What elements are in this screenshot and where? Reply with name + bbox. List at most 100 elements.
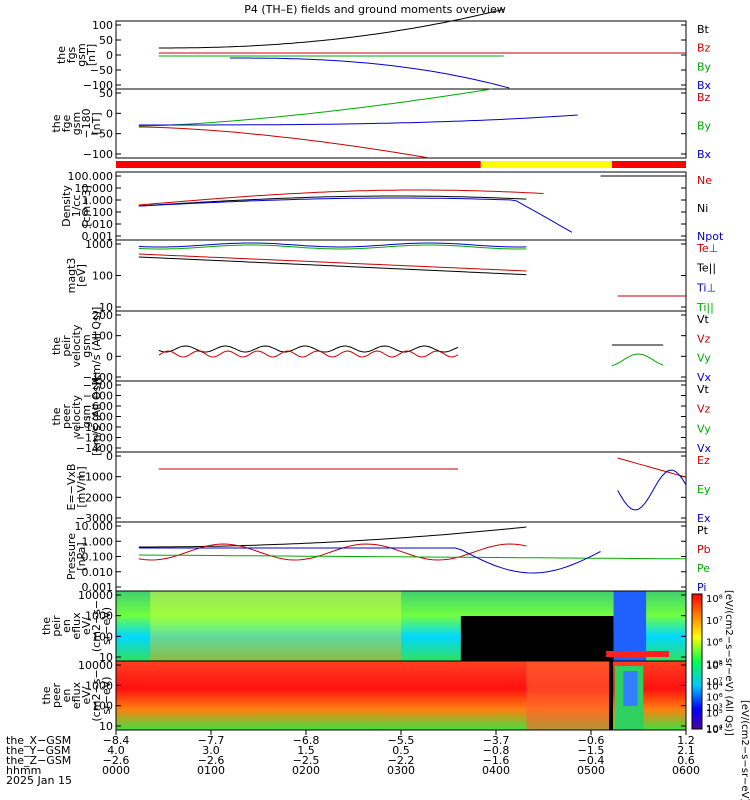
- trace-pi: [138, 547, 601, 574]
- x-tick-label: −3.7: [483, 734, 510, 747]
- panel-4: 1000 100 10 magt3[eV] Te⊥ Te|| Ti⊥ Ti||: [65, 238, 718, 314]
- trace-pe: [138, 554, 686, 560]
- colorbar-tick-label: 10⁶: [706, 638, 723, 649]
- y-tick-label: 100: [92, 19, 113, 32]
- legend-entry: Pi: [697, 581, 706, 594]
- y-tick-label: −200: [83, 379, 113, 392]
- y-axis-label: fge: [60, 114, 73, 132]
- panel-6: −200−400−600−800−1000−1200−1400 thepeerve…: [50, 377, 712, 456]
- y-axis-label: the: [55, 46, 68, 64]
- y-axis-label: E=−VxB: [65, 464, 78, 511]
- y-tick-label: 0: [106, 49, 113, 62]
- legend-entry: Bt: [697, 23, 710, 36]
- y-tick-label: 1.000: [82, 194, 114, 207]
- legend-entry: Vz: [697, 403, 711, 416]
- y-tick-label: −50: [90, 128, 113, 141]
- trace-pt: [138, 526, 527, 548]
- y-axis-label: en: [60, 619, 73, 633]
- legend-entry: Vx: [697, 442, 712, 455]
- panel-frame: [115, 239, 687, 312]
- trace-bt: [158, 8, 504, 49]
- trace-npot: [138, 197, 573, 233]
- legend-entry: Vy: [697, 352, 711, 365]
- colorbar-tick-label-electron: 10⁵: [706, 708, 723, 719]
- x-tick-label: 1.2: [677, 734, 695, 747]
- y-tick-label: −1400: [76, 442, 113, 455]
- x-tick-label: 0200: [292, 764, 320, 777]
- y-tick-label: 100: [92, 700, 113, 713]
- trace-ez-end: [617, 457, 687, 478]
- legend-entry: Vt: [697, 313, 710, 326]
- trace-pb: [138, 543, 527, 561]
- trace-ne: [138, 189, 544, 206]
- y-axis-label: the: [50, 407, 63, 425]
- y-tick-label: 10: [99, 720, 113, 733]
- y-tick-label: −1200: [76, 432, 113, 445]
- y-axis-label: eflux: [70, 612, 83, 640]
- y-tick-label: 0.001: [82, 581, 114, 594]
- x-tick-label: 0600: [672, 764, 700, 777]
- ion-spectrogram-boundary: [613, 591, 647, 661]
- y-axis-label: magt3: [65, 258, 78, 294]
- y-axis-label: en: [60, 689, 73, 703]
- colorbar-label-ion: [eV/(cm2−s−sr−eV) (All Qs)]: [723, 590, 734, 736]
- legend-entry: Ez: [697, 454, 710, 467]
- x-tick-label: −0.6: [578, 734, 605, 747]
- y-tick-label: −50: [90, 64, 113, 77]
- x-tick-label: 0400: [482, 764, 510, 777]
- trace-vy-end: [611, 353, 664, 367]
- y-tick-label: 0.010: [82, 566, 114, 579]
- traces: [138, 8, 687, 574]
- y-tick-label: −100: [83, 371, 113, 384]
- y-tick-label: −100: [83, 79, 113, 92]
- y-axis-label: peer: [60, 404, 73, 430]
- y-axis-label: velocity: [70, 324, 83, 367]
- y-tick-label: −600: [83, 400, 113, 413]
- y-axis-label: velocity: [70, 395, 83, 438]
- x-tick-label: 2.1: [677, 744, 695, 757]
- y-axis-label: [km/s (All Qs)]: [90, 377, 103, 456]
- legend-entry: Vt: [697, 383, 710, 396]
- y-axis-label: the: [40, 617, 53, 635]
- y-tick-label: 0.010: [82, 218, 114, 231]
- trace-tepar: [138, 256, 527, 276]
- ion-spectrogram-lowband: [606, 651, 669, 657]
- y-tick-label: 100.000: [68, 170, 114, 183]
- y-tick-label: 10: [99, 301, 113, 314]
- y-axis-label: eV/: [80, 617, 93, 635]
- legend-entry: Vz: [697, 332, 711, 345]
- y-axis-label: sr−eV): [100, 676, 113, 714]
- y-axis-label: peir: [50, 615, 63, 637]
- y-tick-label: 10000: [78, 659, 113, 672]
- electron-spectrogram-band: [526, 661, 612, 730]
- y-axis-label: [nT]: [85, 44, 98, 66]
- legend-entry: Ex: [697, 512, 711, 525]
- x-tick-label: 0.6: [677, 754, 695, 767]
- colorbar-gradient: [691, 593, 703, 730]
- y-axis-label: the: [40, 686, 53, 704]
- y-tick-label: 1000: [85, 610, 113, 623]
- colorbar-tick-label-electron: 10⁸: [706, 661, 723, 672]
- colorbar: 10⁸ 10⁷ 10⁶ 10⁵ 10⁴ 10³ 10² 10⁸ 10⁷ 10⁶ 10⁵ 10⁴ [eV…: [691, 590, 750, 800]
- panels: 100500−50−100thefgsgsm[nT]BtBzByBx500−50…: [40, 8, 724, 733]
- y-axis-label: [cm−3]: [80, 185, 93, 227]
- y-axis-label: [km/s (All Qs)]: [90, 307, 103, 386]
- y-tick-label: −100: [83, 148, 113, 161]
- y-tick-label: 10.000: [75, 520, 114, 533]
- x-tick-label: −2.2: [388, 754, 415, 767]
- x-tick-label: −2.6: [103, 754, 130, 767]
- y-tick-label: −1000: [76, 421, 113, 434]
- y-tick-label: 10: [99, 651, 113, 664]
- y-axis-label: [eV]: [75, 264, 88, 287]
- x-tick-label: 0300: [387, 764, 415, 777]
- ion-spectrogram-band: [150, 591, 401, 661]
- y-axis-label: eflux: [70, 681, 83, 709]
- legend-entry: Bx: [697, 148, 712, 161]
- trace-ni: [138, 195, 527, 207]
- y-tick-label: −800: [83, 411, 113, 424]
- legend-entry: By: [697, 120, 712, 133]
- y-tick-label: 0: [106, 450, 113, 463]
